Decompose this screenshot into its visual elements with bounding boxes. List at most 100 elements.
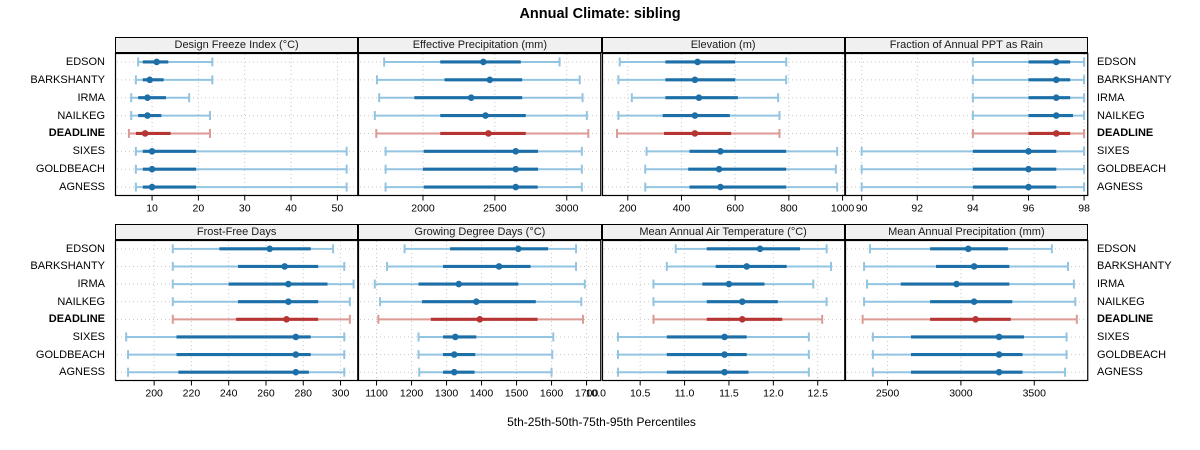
series-edson (171, 244, 335, 254)
panel-body-effective-precipitation: 2000 2500 3000 (358, 52, 602, 215)
median-dot (292, 351, 300, 358)
median-dot (266, 245, 274, 253)
series-deadline (861, 314, 1078, 324)
series-irma (651, 279, 814, 289)
station-label-sixes: SIXES (1097, 330, 1130, 343)
series-deadline (971, 128, 1085, 138)
series-sixes (134, 146, 348, 156)
series-goldbeach (616, 350, 810, 360)
station-label-goldbeach: GOLDBEACH (35, 163, 105, 176)
series-agness (418, 367, 553, 377)
series-goldbeach (871, 350, 1068, 360)
axis-caption: 5th-25th-50th-75th-95th Percentiles (507, 415, 696, 429)
panel-header-fraction-annual-ppt-rain: Fraction of Annual PPT as Rain (844, 37, 1088, 53)
series-irma (865, 279, 1075, 289)
series-edson (674, 244, 828, 254)
station-label-edson: EDSON (1097, 242, 1137, 255)
series-edson (383, 57, 561, 67)
median-dot (281, 263, 288, 270)
station-label-sixes: SIXES (72, 330, 105, 343)
x-tick-label: 3000 (949, 388, 973, 400)
station-label-agness: AGNESS (1097, 181, 1143, 194)
median-dot (451, 368, 458, 376)
median-dot (742, 263, 750, 270)
median-dot (691, 112, 698, 119)
x-tick-label: 12.5 (807, 388, 828, 400)
series-nailkeg (971, 111, 1085, 121)
panel-title: Frost-Free Days (196, 226, 277, 238)
x-tick-label: 280 (294, 388, 312, 400)
series-sixes (645, 146, 838, 156)
median-dot (716, 148, 724, 155)
x-tick-label: 90 (856, 203, 868, 215)
series-nailkeg (171, 297, 351, 307)
station-label-irma: IRMA (1097, 91, 1125, 104)
median-dot (1052, 94, 1060, 101)
x-tick-label: 240 (220, 388, 238, 400)
station-label-irma: IRMA (77, 91, 106, 104)
panel-header-mean-annual-precipitation: Mean Annual Precipitation (mm) (844, 224, 1088, 240)
station-label-goldbeach: GOLDBEACH (1097, 348, 1167, 361)
median-dot (952, 280, 960, 288)
series-sixes (417, 332, 555, 342)
median-dot (995, 368, 1003, 376)
median-dot (970, 298, 978, 305)
x-tick-label: 1500 (505, 388, 529, 400)
x-tick-label: 1200 (400, 388, 424, 400)
x-tick-label: 3500 (1022, 388, 1046, 400)
x-tick-label: 10.5 (629, 388, 650, 400)
panel-title: Elevation (m) (690, 39, 756, 51)
series-irma (630, 93, 779, 103)
median-dot (512, 148, 520, 155)
median-dot (468, 94, 475, 101)
median-dot (1024, 165, 1032, 173)
series-sixes (616, 332, 810, 342)
median-dot (473, 298, 480, 305)
station-label-barkshanty: BARKSHANTY (1097, 73, 1172, 86)
panel-body-fraction-annual-ppt-rain: 90 92 94 96 98 (844, 52, 1090, 215)
panel-body-design-freeze-index: 10 20 30 40 50 (114, 52, 359, 215)
x-tick-label: 40 (285, 203, 297, 215)
station-label-sixes: SIXES (1097, 145, 1130, 158)
station-label-edson: EDSON (1097, 55, 1137, 68)
median-dot (995, 333, 1003, 341)
median-dot (1024, 183, 1032, 191)
median-dot (146, 76, 154, 84)
median-dot (725, 280, 732, 288)
median-dot (1052, 112, 1060, 119)
x-tick-label: 11.0 (674, 388, 694, 400)
median-dot (1052, 130, 1060, 137)
series-nailkeg (379, 297, 583, 307)
station-label-agness: AGNESS (1097, 366, 1143, 379)
station-label-edson: EDSON (65, 242, 105, 255)
x-tick-label: 1700 (575, 388, 599, 400)
x-tick-label: 10 (146, 203, 158, 215)
series-irma (378, 93, 584, 103)
panel-title: Effective Precipitation (mm) (412, 39, 548, 51)
median-dot (148, 183, 156, 191)
panel-title: Growing Degree Days (°C) (414, 226, 546, 238)
median-dot (486, 76, 494, 84)
x-tick-label: 220 (183, 388, 201, 400)
station-label-sixes: SIXES (72, 145, 105, 158)
series-deadline (127, 128, 211, 138)
panel-fraction-annual-ppt-rain: Fraction of Annual PPT as Rain 90 92 94 96 98 (844, 37, 1090, 218)
station-label-barkshanty: BARKSHANTY (1097, 260, 1172, 273)
median-dot (451, 351, 458, 358)
x-tick-label: 3000 (555, 203, 579, 215)
station-label-barkshanty: BARKSHANTY (30, 73, 105, 86)
x-tick-label: 92 (911, 203, 923, 215)
series-edson (403, 244, 578, 254)
median-dot (738, 316, 746, 323)
series-irma (130, 93, 191, 103)
station-label-goldbeach: GOLDBEACH (35, 348, 105, 361)
series-deadline (377, 314, 585, 324)
x-tick-label: 2000 (412, 203, 436, 215)
panel-mean-annual-precipitation: Mean Annual Precipitation (mm) 2500 3000 35… (844, 224, 1089, 403)
median-dot (153, 58, 160, 66)
series-edson (137, 57, 214, 67)
median-dot (716, 183, 724, 191)
series-irma (374, 279, 587, 289)
x-tick-label: 260 (257, 388, 275, 400)
median-dot (720, 333, 728, 341)
